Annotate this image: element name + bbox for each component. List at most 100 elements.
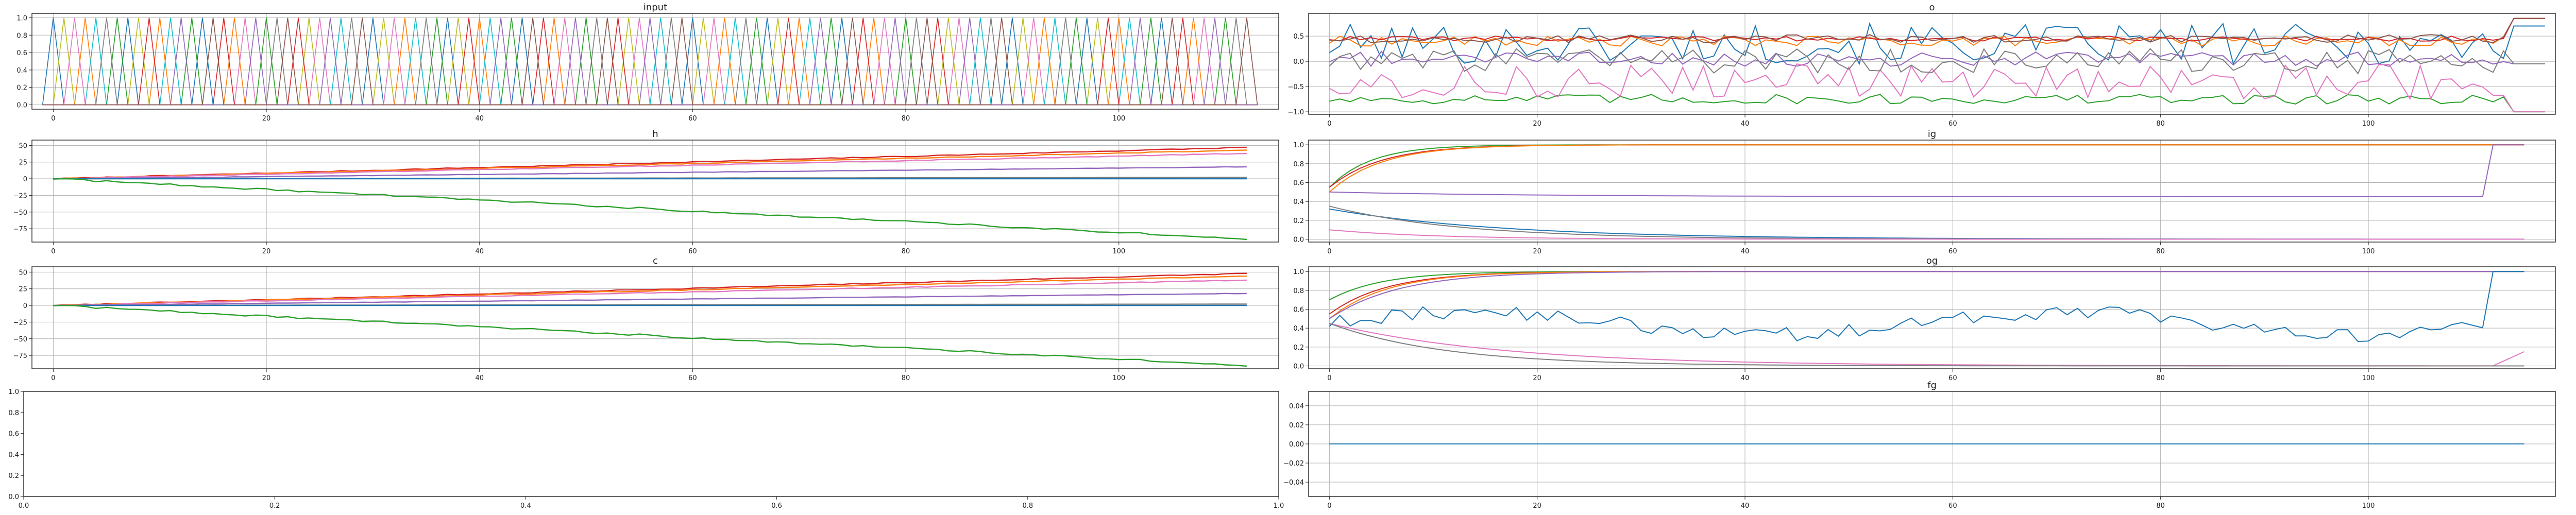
axes-frame (31, 140, 1279, 243)
x-tick-label: 20 (1533, 374, 1541, 382)
y-tick-label: −0.5 (1287, 83, 1304, 91)
x-tick-label: 100 (2362, 374, 2375, 382)
series-line (1329, 50, 2545, 67)
series-line (1329, 94, 2545, 113)
y-tick-label: 0.8 (8, 409, 19, 417)
panel-input: input 0 20 40 60 80 100 0.0 0.2 0.4 0.6 0.8 1.0 (16, 2, 1279, 123)
x-tick-label: 40 (475, 115, 484, 123)
x-tick-label: 60 (688, 374, 697, 382)
x-tick-label: 20 (1533, 502, 1541, 510)
series-line (1329, 144, 2524, 193)
y-tick-label: 0.0 (8, 493, 19, 501)
series-group (53, 146, 1247, 241)
x-tick-label: 100 (1112, 374, 1125, 382)
series-line (53, 146, 1247, 180)
y-tick-label: 50 (19, 269, 27, 277)
y-tick-label: 0.2 (8, 472, 19, 480)
series-line (42, 18, 1258, 106)
x-tick-label: 20 (1533, 120, 1541, 128)
series-line (42, 18, 1258, 106)
series-group (53, 272, 1247, 367)
x-tick-label: 40 (1741, 120, 1750, 128)
series-line (42, 18, 1258, 106)
y-tick-label: 0.6 (8, 431, 19, 438)
x-tick-label: 0 (1327, 374, 1331, 382)
y-tick-label: 0.0 (1293, 58, 1304, 66)
y-tick-label: 0.2 (1293, 344, 1304, 352)
y-tick-label: −25 (13, 319, 27, 327)
y-tick-label: 1.0 (16, 14, 27, 22)
series-line (53, 293, 1247, 306)
panel-empty: 0.0 0.2 0.4 0.6 0.8 1.0 0.0 0.2 0.4 0.6 0.8 1.0 (8, 388, 1284, 510)
y-tick-label: 25 (19, 286, 27, 294)
series-line (53, 272, 1247, 306)
x-tick-label: 0.2 (269, 502, 280, 510)
y-tick-label: −1.0 (1287, 109, 1304, 116)
x-tick-label: 1.0 (1274, 502, 1284, 510)
y-tick-label: 1.0 (8, 388, 19, 396)
y-tick-label: 0.0 (1293, 236, 1304, 244)
y-tick-label: −50 (13, 209, 27, 217)
series-line (1329, 271, 2524, 315)
x-tick-label: 100 (2362, 248, 2375, 255)
y-tick-label: 0.6 (16, 49, 27, 57)
panel-o: o 0 20 40 60 80 100 −1.0 −0.5 0.0 0.5 (1287, 2, 2556, 128)
y-tick-label: 50 (19, 142, 27, 150)
panel-title-c: c (653, 255, 658, 266)
x-tick-label: 40 (1741, 248, 1750, 255)
x-tick-label: 100 (1112, 248, 1125, 255)
y-tick-label: 0.4 (1293, 198, 1304, 206)
series-group (1329, 144, 2524, 240)
series-line (42, 18, 1258, 106)
panel-title-og: og (1926, 255, 1938, 266)
x-tick-label: 40 (475, 248, 484, 255)
series-line (42, 18, 1258, 106)
x-tick-label: 60 (1948, 502, 1957, 510)
x-tick-label: 0 (1327, 502, 1331, 510)
y-tick-label: 0.4 (16, 67, 27, 75)
x-tick-label: 80 (2156, 120, 2165, 128)
x-tick-label: 60 (1948, 120, 1957, 128)
x-tick-label: 20 (262, 248, 271, 255)
y-tick-label: 0.8 (16, 32, 27, 40)
y-tick-label: 0.02 (1289, 422, 1304, 430)
axes-frame (1308, 140, 2556, 243)
panel-title-fg: fg (1927, 380, 1937, 391)
x-tick-label: 60 (688, 115, 697, 123)
x-tick-label: 60 (1948, 374, 1957, 382)
series-line (42, 18, 1258, 106)
panel-fg: fg 0 20 40 60 80 100 −0.04 −0.02 0.00 0.02 0.04 (1283, 380, 2556, 510)
x-tick-label: 100 (2362, 502, 2375, 510)
series-line (1329, 271, 2524, 301)
axes-frame (1308, 13, 2556, 115)
x-tick-label: 0.0 (19, 502, 29, 510)
y-tick-label: 0.04 (1289, 403, 1304, 410)
series-line (1329, 48, 2545, 75)
x-tick-label: 100 (2362, 120, 2375, 128)
series-line (1329, 63, 2545, 113)
series-line (42, 18, 1258, 106)
panel-ig: ig 0 20 40 60 80 100 0.0 0.2 0.4 0.6 0.8 1.0 (1293, 129, 2556, 255)
series-line (1329, 144, 2524, 188)
series-line (42, 18, 1258, 106)
y-tick-label: 0.8 (1293, 161, 1304, 168)
x-tick-label: 20 (262, 374, 271, 382)
series-group (1329, 18, 2545, 113)
y-tick-label: 0.6 (1293, 306, 1304, 314)
y-tick-label: 0.4 (1293, 325, 1304, 333)
series-line (1329, 18, 2545, 43)
axes-frame (31, 266, 1279, 369)
axes-frame (31, 13, 1279, 110)
x-tick-label: 60 (688, 248, 697, 255)
y-tick-label: 0.2 (16, 84, 27, 92)
x-tick-label: 40 (1741, 374, 1750, 382)
series-line (1329, 271, 2524, 319)
y-tick-label: 0.2 (1293, 217, 1304, 225)
series-line (53, 152, 1247, 180)
x-tick-label: 20 (262, 115, 271, 123)
x-tick-label: 20 (1533, 248, 1541, 255)
series-line (1329, 271, 2524, 319)
series-line (53, 304, 1247, 367)
y-tick-label: 1.0 (1293, 268, 1304, 276)
